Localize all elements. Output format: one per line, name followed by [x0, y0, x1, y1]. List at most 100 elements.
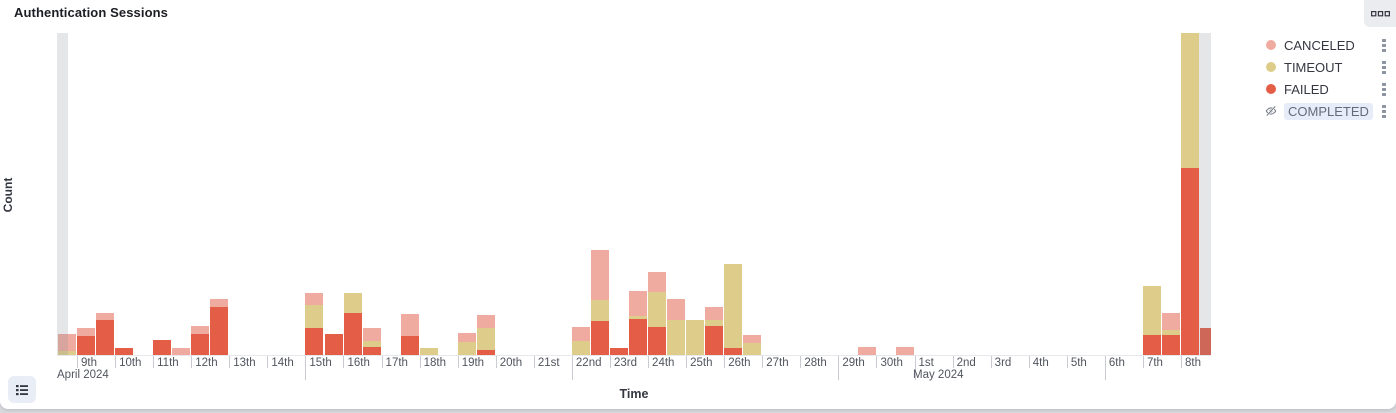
bar-segment-failed[interactable] — [648, 327, 667, 355]
legend-item-label[interactable]: COMPLETED — [1284, 102, 1373, 120]
bar-apr-15-pm[interactable] — [324, 33, 343, 355]
bar-apr-26-am[interactable] — [724, 33, 743, 355]
bar-may-8-pm[interactable] — [1200, 33, 1211, 355]
bar-apr-16-am[interactable] — [343, 33, 362, 355]
bar-segment-canceled[interactable] — [667, 299, 686, 320]
legend-item-actions-button[interactable] — [1378, 38, 1390, 52]
bar-segment-canceled[interactable] — [305, 293, 324, 305]
bar-segment-failed[interactable] — [476, 350, 495, 355]
toggle-legend-button[interactable] — [8, 376, 36, 403]
bar-segment-timeout[interactable] — [476, 328, 495, 350]
bar-segment-canceled[interactable] — [457, 333, 476, 342]
bar-apr-24-am[interactable] — [648, 33, 667, 355]
bar-segment-canceled[interactable] — [648, 272, 667, 292]
bar-segment-timeout[interactable] — [1162, 330, 1181, 335]
bar-segment-timeout[interactable] — [686, 320, 705, 355]
bar-apr-9-pm[interactable] — [96, 33, 115, 355]
legend-item-failed[interactable]: FAILED — [1260, 78, 1392, 100]
bar-may-7-pm[interactable] — [1162, 33, 1181, 355]
bar-segment-timeout[interactable] — [1181, 33, 1200, 168]
legend-item-canceled[interactable]: CANCELED — [1260, 34, 1392, 56]
bar-apr-8-pm[interactable] — [58, 33, 77, 355]
bar-segment-failed[interactable] — [362, 347, 381, 355]
bar-segment-timeout[interactable] — [1143, 286, 1162, 335]
bar-segment-failed[interactable] — [305, 328, 324, 355]
bar-segment-failed[interactable] — [324, 334, 343, 355]
bar-segment-failed[interactable] — [629, 319, 648, 355]
bar-segment-timeout[interactable] — [705, 320, 724, 326]
bar-apr-29-pm[interactable] — [857, 33, 876, 355]
legend-item-label[interactable]: CANCELED — [1284, 37, 1355, 53]
bar-segment-failed[interactable] — [724, 348, 743, 355]
bar-may-8-am[interactable] — [1181, 33, 1200, 355]
bar-segment-failed[interactable] — [153, 340, 172, 355]
bar-segment-timeout[interactable] — [362, 341, 381, 347]
bar-segment-canceled[interactable] — [191, 326, 210, 334]
bar-segment-canceled[interactable] — [1162, 313, 1181, 330]
bar-apr-23-pm[interactable] — [629, 33, 648, 355]
bar-segment-timeout[interactable] — [667, 320, 686, 355]
bar-segment-failed[interactable] — [77, 336, 96, 355]
bar-segment-failed[interactable] — [400, 336, 419, 355]
bar-apr-12-pm[interactable] — [210, 33, 229, 355]
legend-item-completed[interactable]: COMPLETED — [1260, 100, 1392, 122]
bar-segment-canceled[interactable] — [210, 299, 229, 307]
bar-apr-12-am[interactable] — [191, 33, 210, 355]
bar-segment-timeout[interactable] — [629, 316, 648, 319]
bar-segment-canceled[interactable] — [172, 348, 191, 355]
bar-apr-19-am[interactable] — [457, 33, 476, 355]
bar-apr-19-pm[interactable] — [476, 33, 495, 355]
legend-item-actions-button[interactable] — [1378, 104, 1390, 118]
bar-apr-25-pm[interactable] — [705, 33, 724, 355]
bar-segment-canceled[interactable] — [743, 335, 762, 343]
bar-segment-canceled[interactable] — [58, 334, 77, 351]
bar-segment-failed[interactable] — [96, 320, 115, 355]
bar-apr-16-pm[interactable] — [362, 33, 381, 355]
bar-segment-failed[interactable] — [343, 313, 362, 355]
bar-segment-timeout[interactable] — [419, 348, 438, 355]
bar-segment-timeout[interactable] — [305, 305, 324, 328]
legend-item-timeout[interactable]: TIMEOUT — [1260, 56, 1392, 78]
bar-segment-failed[interactable] — [591, 321, 609, 355]
bar-segment-canceled[interactable] — [96, 313, 115, 320]
bar-segment-failed[interactable] — [610, 348, 629, 355]
bar-apr-30-pm[interactable] — [895, 33, 914, 355]
bar-segment-canceled[interactable] — [400, 314, 419, 336]
bar-apr-22-am[interactable] — [571, 33, 590, 355]
bar-segment-canceled[interactable] — [77, 328, 96, 336]
bar-apr-9-am[interactable] — [77, 33, 96, 355]
legend-item-label[interactable]: FAILED — [1284, 81, 1329, 97]
bar-segment-canceled[interactable] — [591, 250, 609, 300]
bar-segment-failed[interactable] — [705, 326, 724, 355]
bar-segment-timeout[interactable] — [743, 343, 762, 355]
legend-item-label[interactable]: TIMEOUT — [1284, 59, 1343, 75]
bar-apr-11-pm[interactable] — [172, 33, 191, 355]
bar-apr-18-am[interactable] — [419, 33, 438, 355]
bar-segment-failed[interactable] — [115, 348, 134, 355]
bar-segment-timeout[interactable] — [58, 351, 77, 355]
bar-apr-25-am[interactable] — [686, 33, 705, 355]
bar-apr-17-pm[interactable] — [400, 33, 419, 355]
bar-segment-failed[interactable] — [1162, 335, 1181, 355]
bar-apr-26-pm[interactable] — [743, 33, 762, 355]
bar-segment-timeout[interactable] — [457, 342, 476, 355]
bar-apr-11-am[interactable] — [153, 33, 172, 355]
bar-segment-canceled[interactable] — [362, 328, 381, 341]
bar-segment-canceled[interactable] — [705, 307, 724, 320]
bar-segment-timeout[interactable] — [343, 293, 362, 313]
bar-segment-failed[interactable] — [191, 334, 210, 355]
bar-segment-timeout[interactable] — [591, 300, 609, 321]
bar-segment-canceled[interactable] — [895, 347, 914, 355]
bar-segment-timeout[interactable] — [724, 264, 743, 348]
bar-segment-failed[interactable] — [210, 307, 229, 355]
bar-segment-timeout[interactable] — [648, 292, 667, 327]
bar-apr-24-pm[interactable] — [667, 33, 686, 355]
bar-segment-timeout[interactable] — [571, 341, 590, 355]
bar-segment-canceled[interactable] — [476, 315, 495, 328]
bar-segment-failed[interactable] — [1200, 328, 1211, 355]
bar-apr-22-pm[interactable] — [591, 33, 609, 355]
bar-apr-23-am[interactable] — [610, 33, 629, 355]
bar-apr-10-am[interactable] — [115, 33, 134, 355]
panel-options-button[interactable] — [1364, 0, 1396, 27]
bar-segment-canceled[interactable] — [571, 327, 590, 341]
